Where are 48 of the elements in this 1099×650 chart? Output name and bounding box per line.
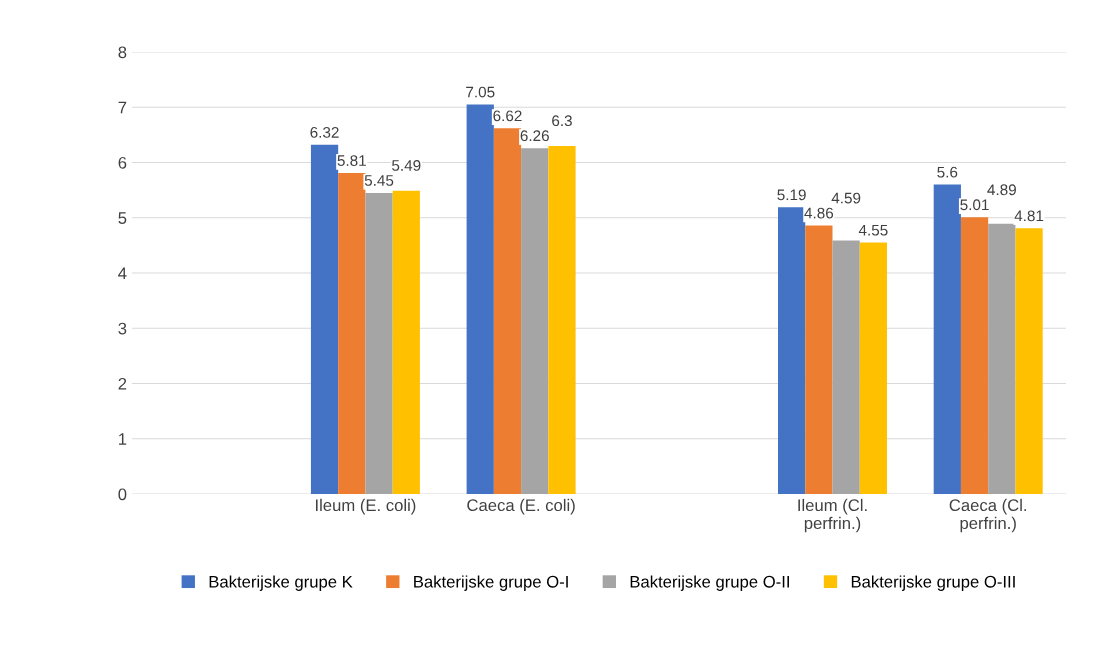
x-tick-label: Caeca (Cl. perfrin.): [949, 498, 1027, 533]
data-label: 7.05: [466, 86, 495, 98]
bar: [338, 173, 366, 494]
bar: [466, 104, 494, 494]
x-tick-label: Ileum (E. coli): [316, 498, 416, 515]
data-label: 4.59: [831, 192, 861, 204]
data-label: 6.26: [520, 130, 549, 142]
data-label: 4.55: [858, 224, 888, 236]
y-tick-label: 2: [118, 377, 127, 390]
y-tick-label: 7: [118, 101, 127, 114]
data-label: 6.62: [493, 110, 522, 122]
bar: [988, 223, 1016, 494]
y-tick-label: 8: [118, 46, 127, 59]
data-label: 5.81: [337, 155, 366, 166]
legend-label: Bakterijske grupe O-I: [414, 575, 568, 591]
bar: [859, 242, 887, 494]
legend-label: Bakterijske grupe O-III: [851, 575, 1015, 591]
bar: [933, 184, 961, 494]
bar: [310, 144, 339, 494]
bar: [521, 148, 549, 494]
data-label: 6.3: [552, 115, 572, 127]
y-tick-label: 3: [118, 322, 127, 335]
bar: [1015, 228, 1043, 494]
data-label: 5.19: [777, 189, 806, 201]
legend-label: Bakterijske grupe O-II: [630, 575, 789, 591]
bar: [832, 240, 860, 494]
data-label: 5.49: [392, 160, 421, 171]
bar: [960, 217, 989, 494]
data-label: 5.01: [960, 199, 989, 211]
data-label: 4.86: [804, 207, 834, 219]
bar: [365, 192, 393, 494]
y-tick-label: 6: [118, 156, 127, 169]
y-tick-label: 4: [118, 267, 127, 280]
y-tick-label: 1: [119, 433, 127, 445]
y-tick-label: 0: [118, 488, 127, 501]
data-label: 5.45: [364, 175, 394, 186]
legend-label: Bakterijske grupe K: [209, 575, 353, 591]
data-label: 5.6: [937, 166, 958, 178]
data-label: 4.81: [1014, 210, 1044, 222]
bar: [778, 207, 806, 494]
y-tick-label: 5: [118, 212, 127, 224]
bar: [493, 128, 522, 494]
data-label: 4.89: [987, 184, 1016, 196]
bar: [392, 190, 420, 494]
bar: [548, 145, 576, 494]
x-tick-label: Caeca (E. coli): [467, 498, 575, 515]
data-label: 6.32: [310, 126, 339, 138]
x-tick-label: Ileum (Cl. perfrin.): [798, 498, 867, 533]
